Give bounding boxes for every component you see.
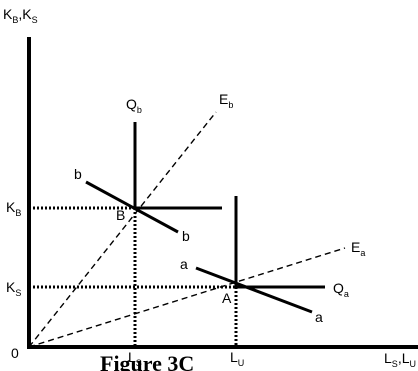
- isocost-line-a: [195, 266, 313, 314]
- origin-label: 0: [11, 345, 19, 361]
- tick-label-ks: KS: [6, 279, 21, 298]
- point-b-label: B: [116, 207, 125, 223]
- x-axis-label: LS,LU: [384, 350, 416, 369]
- expansion-path-b-label: Eb: [219, 91, 233, 110]
- isocost-a-label-lower: a: [315, 309, 323, 325]
- y-axis-label: KB,KS: [3, 6, 38, 25]
- isoquant-qb-label: Qb: [126, 96, 142, 115]
- isocost-b-label-lower: b: [182, 228, 190, 244]
- isocost-a-label-upper: a: [180, 256, 188, 272]
- point-a-label: A: [222, 290, 232, 306]
- figure-caption: Figure 3C: [100, 351, 194, 371]
- isocost-line-b: [85, 180, 179, 234]
- expansion-path-a: [28, 247, 346, 348]
- isocost-b-label-upper: b: [74, 166, 82, 182]
- tick-label-kb: KB: [6, 199, 21, 218]
- isoquant-qa-label: Qa: [333, 280, 349, 299]
- expansion-path-a-label: Ea: [351, 239, 365, 258]
- tick-label-lu: LU: [230, 349, 244, 368]
- tick-label-ls: LS: [128, 349, 142, 368]
- expansion-path-b: [28, 111, 217, 348]
